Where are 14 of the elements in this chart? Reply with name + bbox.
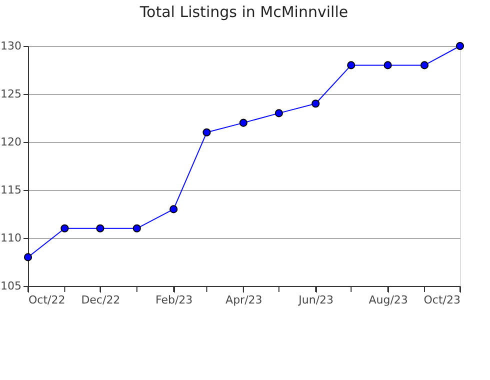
x-tick-label: Oct/22 xyxy=(28,294,66,306)
y-tick-label: 130 xyxy=(0,40,22,52)
x-tick-label: Jun/23 xyxy=(298,294,334,306)
x-tick-label: Oct/23 xyxy=(424,294,460,306)
chart-title: Total Listings in McMinnville xyxy=(138,3,348,21)
x-tick-label: Apr/23 xyxy=(226,294,262,306)
y-tick-label: 120 xyxy=(0,136,22,148)
x-tick-label: Aug/23 xyxy=(368,294,408,306)
y-tick-label: 105 xyxy=(0,280,22,292)
x-tick-label: Feb/23 xyxy=(155,294,193,306)
y-tick-label: 110 xyxy=(0,232,22,244)
y-tick-label: 115 xyxy=(0,184,22,196)
x-tick-label: Dec/22 xyxy=(81,294,120,306)
y-tick-label: 125 xyxy=(0,88,22,100)
